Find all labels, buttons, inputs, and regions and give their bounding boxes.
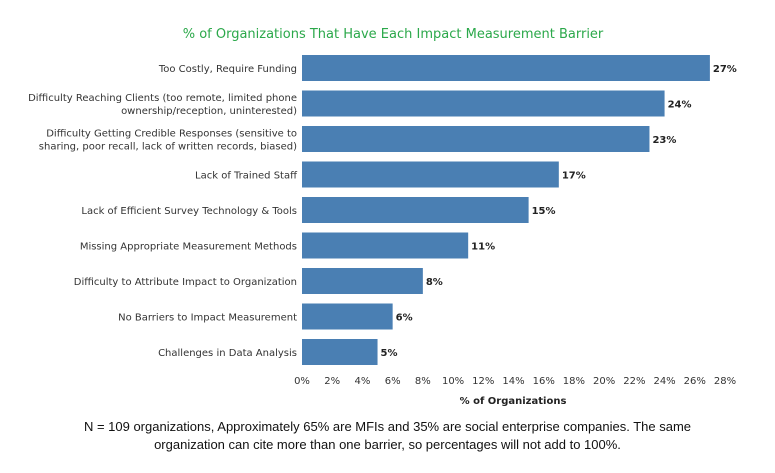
x-tick-label: 22% [623, 376, 645, 387]
x-tick-label: 24% [653, 376, 675, 387]
bar-8 [302, 303, 393, 330]
x-tick-label: 2% [324, 376, 340, 387]
bar-1 [302, 55, 710, 81]
x-tick-label: 12% [472, 376, 494, 387]
x-tick-label: 0% [294, 376, 310, 387]
footnote: N = 109 organizations, Approximately 65%… [20, 418, 755, 454]
category-label-3: Difficulty Getting Credible Responses (s… [39, 129, 297, 153]
category-label-7: Difficulty to Attribute Impact to Organi… [74, 277, 297, 288]
bar-6 [302, 232, 469, 259]
value-label-2: 24% [668, 100, 692, 111]
value-label-5: 15% [532, 206, 556, 217]
x-axis-tick-labels: 0% 2% 4% 6% 8% 10% 12% 14% 16% 18% 20% 22% 24% 26% 28% [294, 376, 736, 387]
value-label-4: 17% [562, 171, 586, 182]
value-label-1: 27% [713, 64, 737, 75]
category-label-2: Difficulty Reaching Clients (too remote,… [28, 93, 297, 117]
value-label-6: 11% [471, 242, 495, 253]
chart-title: % of Organizations That Have Each Impact… [183, 27, 604, 42]
category-label-1: Too Costly, Require Funding [158, 64, 297, 75]
bar-3 [302, 126, 650, 152]
footnote-line-1: N = 109 organizations, Approximately 65%… [83, 419, 692, 434]
x-tick-label: 6% [385, 376, 401, 387]
value-label-3: 23% [652, 135, 676, 146]
category-label-8: No Barriers to Impact Measurement [118, 313, 297, 324]
value-label-7: 8% [426, 277, 443, 288]
x-tick-label: 18% [563, 376, 585, 387]
bar-chart: % of Organizations That Have Each Impact… [28, 27, 737, 407]
value-label-8: 6% [396, 313, 413, 324]
category-label-5: Lack of Efficient Survey Technology & To… [81, 206, 297, 217]
category-label-4: Lack of Trained Staff [195, 171, 298, 182]
x-axis-title: % of Organizations [460, 396, 567, 407]
x-tick-label: 10% [442, 376, 464, 387]
x-tick-label: 8% [415, 376, 431, 387]
bar-5 [302, 197, 529, 223]
x-tick-label: 20% [593, 376, 615, 387]
bar-9 [302, 339, 378, 365]
x-tick-label: 4% [354, 376, 370, 387]
bars [302, 55, 710, 365]
x-tick-label: 14% [502, 376, 524, 387]
x-tick-label: 28% [714, 376, 736, 387]
x-tick-label: 16% [533, 376, 555, 387]
value-label-9: 5% [381, 348, 398, 359]
bar-2 [302, 90, 665, 117]
category-labels: Too Costly, Require Funding Difficulty Re… [28, 64, 298, 359]
x-tick-label: 26% [684, 376, 706, 387]
value-labels: 27% 24% 23% 17% 15% 11% 8% 6% 5% [381, 64, 737, 359]
category-label-6: Missing Appropriate Measurement Methods [80, 242, 297, 253]
bar-7 [302, 268, 423, 294]
bar-4 [302, 161, 559, 188]
category-label-9: Challenges in Data Analysis [158, 348, 297, 359]
footnote-line-2: organization can cite more than one barr… [154, 437, 621, 452]
